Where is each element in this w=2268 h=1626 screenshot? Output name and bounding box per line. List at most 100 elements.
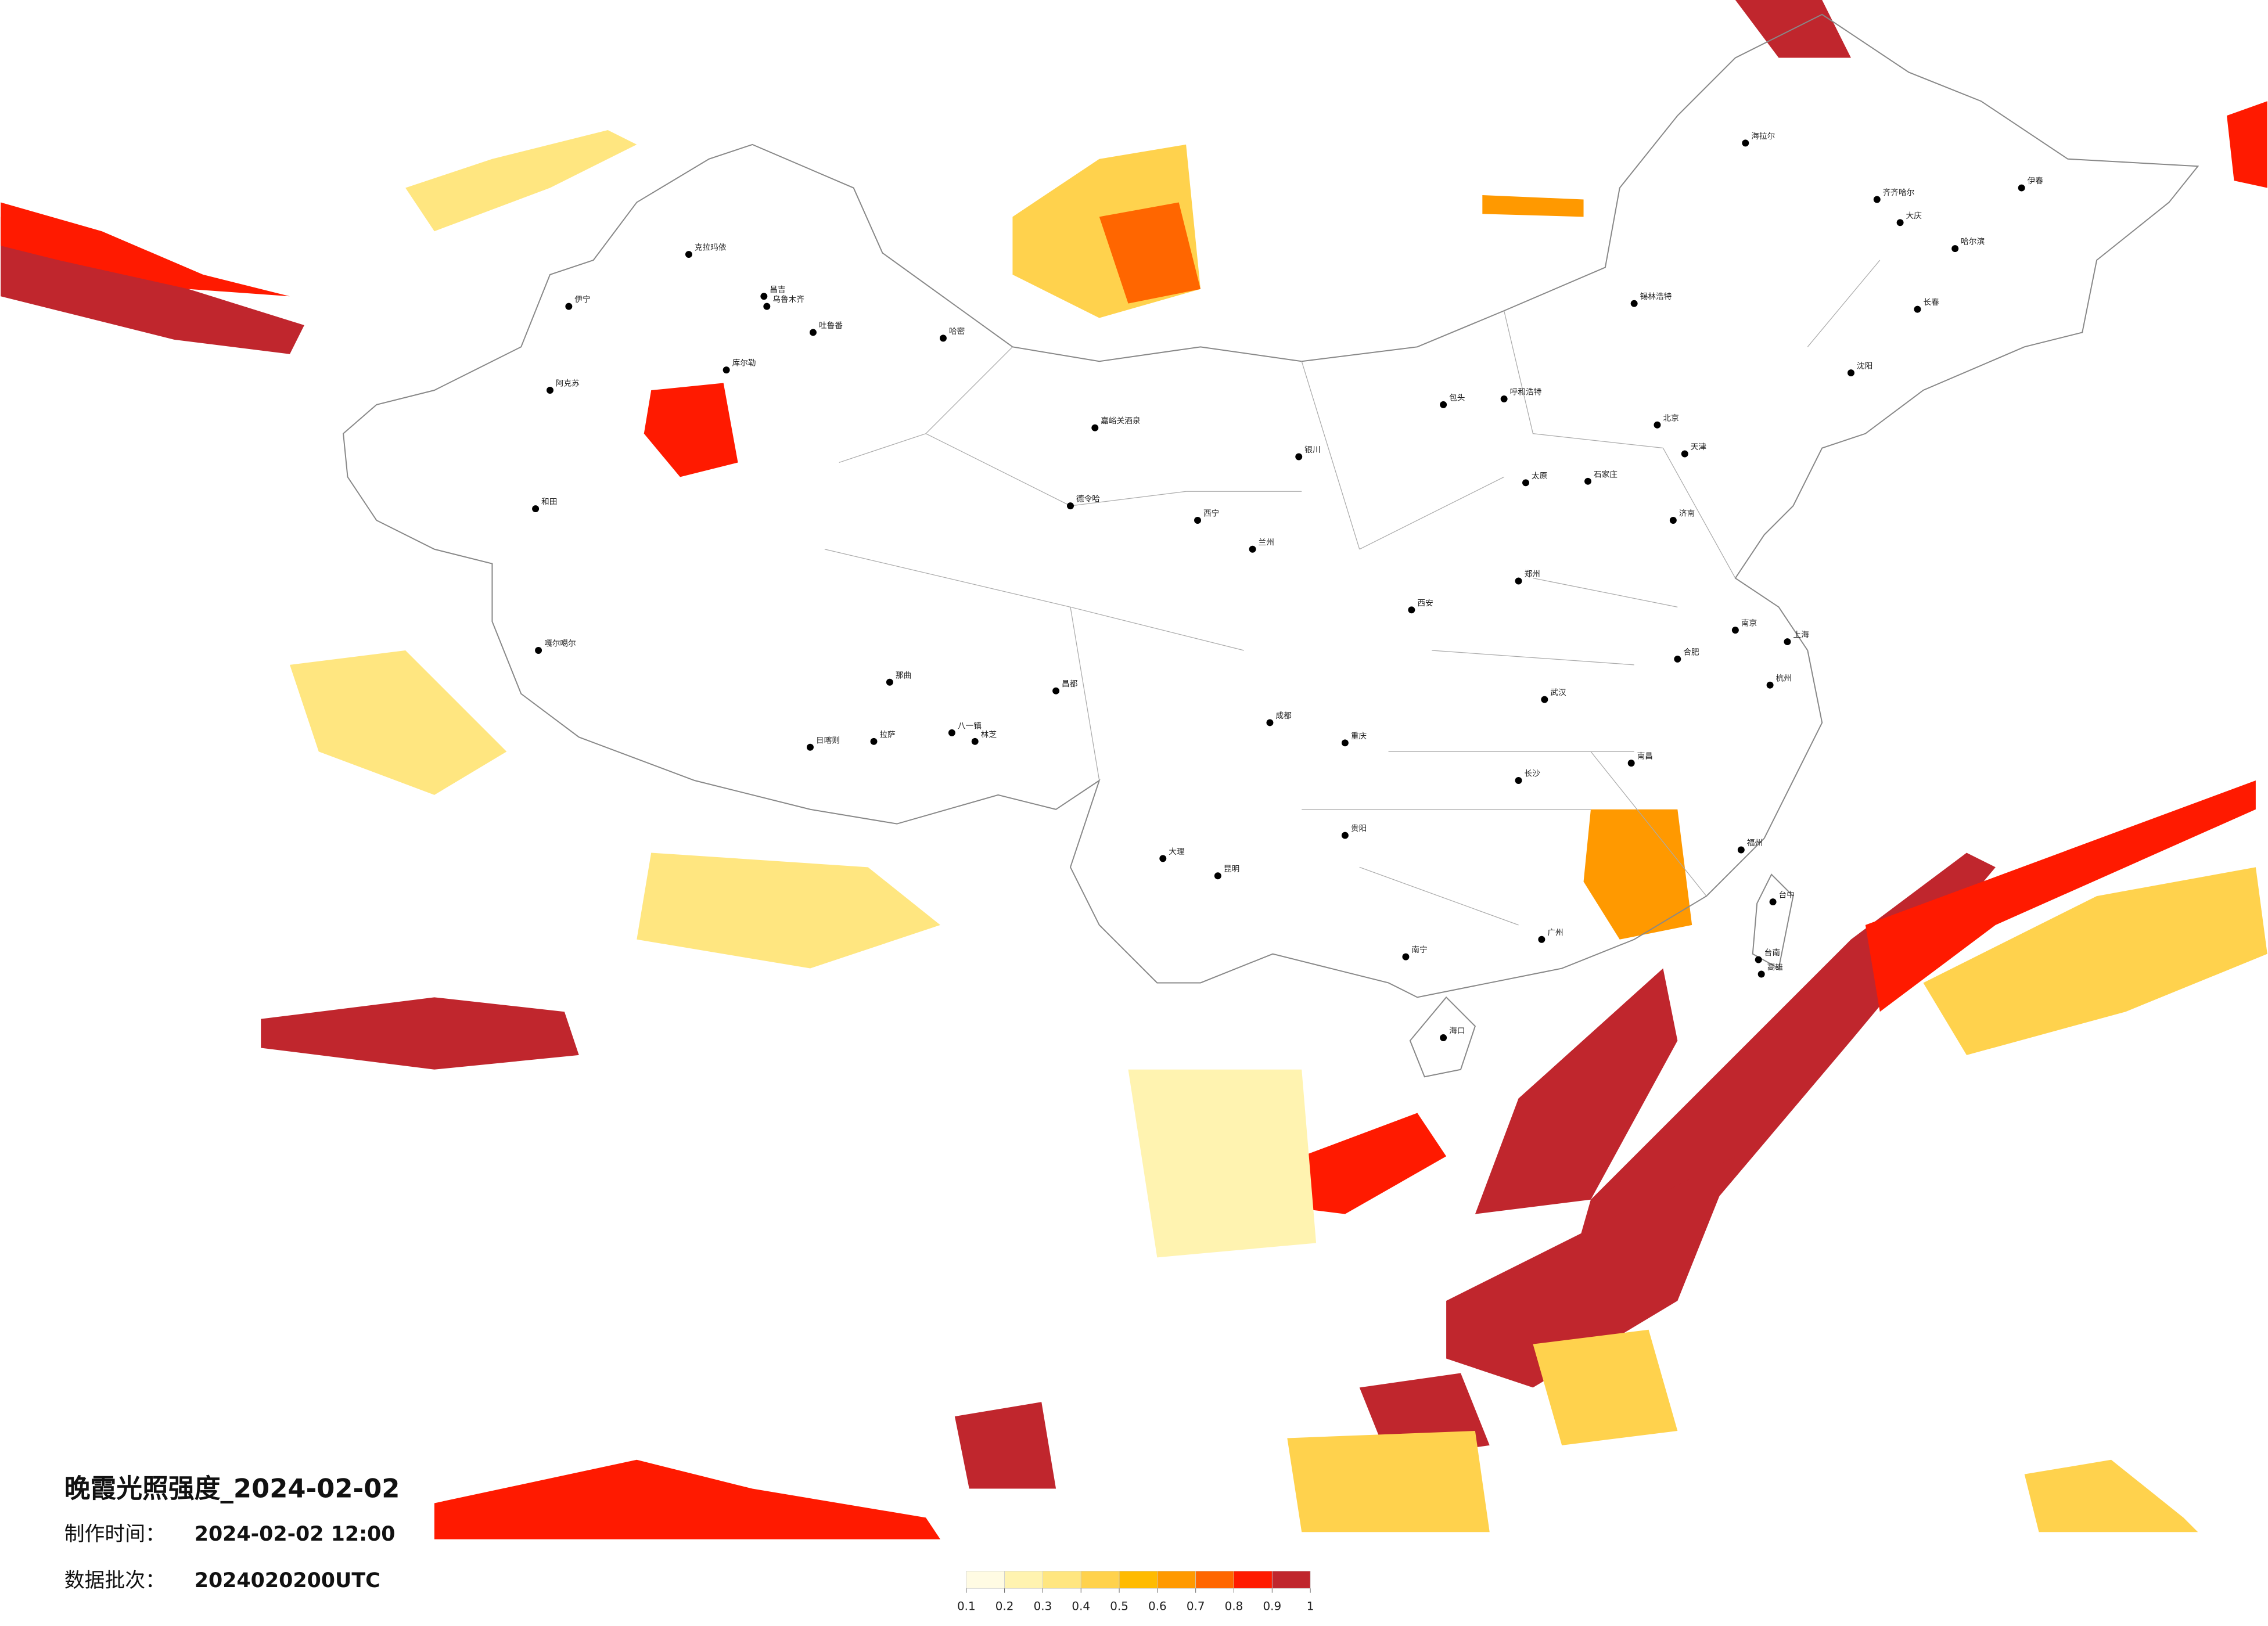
- city-label: 嘎尔噶尔: [544, 639, 576, 649]
- legend-swatch: [966, 1571, 1005, 1589]
- city-label: 拉萨: [879, 730, 895, 739]
- city-dot: [870, 738, 878, 745]
- city-label: 南京: [1741, 619, 1757, 628]
- city-dot: [1674, 655, 1681, 663]
- city-label: 海口: [1449, 1027, 1465, 1036]
- city-dot: [1755, 956, 1762, 963]
- city-dot: [886, 678, 893, 686]
- info-label: 制作时间：: [64, 1523, 166, 1546]
- city-dot: [1500, 395, 1508, 402]
- city-dot: [807, 743, 814, 751]
- legend-tick-label: 1: [1307, 1600, 1314, 1613]
- legend-tick-label: 0.9: [1263, 1600, 1281, 1613]
- city-dot: [1757, 970, 1765, 978]
- city-dot: [1249, 545, 1256, 553]
- city-label: 沈阳: [1857, 362, 1872, 371]
- city-dot: [1731, 627, 1739, 634]
- city-dot: [1784, 638, 1791, 646]
- city-label: 郑州: [1525, 570, 1540, 579]
- city-dot: [547, 387, 553, 394]
- city-label: 台中: [1779, 891, 1795, 900]
- city-label: 北京: [1663, 413, 1678, 423]
- legend-swatch: [1004, 1571, 1043, 1589]
- legend-tick-label: 0.4: [1072, 1600, 1090, 1613]
- city-dot: [1766, 681, 1774, 689]
- city-label: 大庆: [1906, 211, 1922, 221]
- city-label: 西宁: [1203, 509, 1219, 519]
- legend-tick-label: 0.5: [1110, 1600, 1128, 1613]
- city-dot: [1681, 450, 1688, 458]
- legend-swatch: [1157, 1571, 1196, 1589]
- city-dot: [1266, 719, 1274, 726]
- city-label: 成都: [1275, 711, 1292, 721]
- legend-tick-label: 0.8: [1225, 1600, 1243, 1613]
- city-dot: [1669, 517, 1677, 524]
- city-label: 伊春: [2028, 177, 2044, 186]
- city-label: 日喀则: [816, 736, 840, 745]
- city-label: 长春: [1923, 298, 1939, 307]
- city-dot: [1341, 739, 1349, 747]
- legend-swatch: [1080, 1571, 1120, 1589]
- info-label: 数据批次：: [64, 1569, 166, 1592]
- legend-swatch: [1234, 1571, 1273, 1589]
- city-label: 石家庄: [1594, 469, 1618, 479]
- city-label: 广州: [1547, 928, 1563, 937]
- city-label: 包头: [1449, 393, 1465, 402]
- info-value: 2024020200UTC: [195, 1569, 380, 1592]
- legend-tick-label: 0.1: [957, 1600, 976, 1613]
- legend-swatch: [1043, 1571, 1081, 1589]
- city-dot: [1522, 479, 1529, 487]
- city-dot: [1630, 300, 1638, 307]
- city-dot: [1848, 369, 1854, 377]
- city-dot: [1295, 453, 1303, 461]
- city-label: 嘉峪关酒泉: [1101, 416, 1141, 426]
- city-dot: [1214, 872, 1221, 880]
- city-label: 天津: [1691, 443, 1707, 452]
- city-label: 呼和浩特: [1510, 387, 1542, 397]
- city-label: 哈密: [949, 326, 965, 336]
- legend-swatch: [1271, 1571, 1311, 1589]
- city-label: 上海: [1793, 631, 1809, 640]
- city-dot: [1896, 219, 1904, 226]
- city-dot: [685, 251, 692, 258]
- city-label: 锡林浩特: [1640, 292, 1672, 301]
- color-legend: 0.1 0.2 0.3 0.4 0.5 0.6 0.7 0.8 0.9 1: [957, 1571, 1314, 1613]
- city-label: 林芝: [981, 730, 997, 739]
- legend-tick-label: 0.2: [995, 1600, 1014, 1613]
- city-dot: [532, 505, 540, 513]
- city-label: 乌鲁木齐: [772, 295, 804, 304]
- city-label: 台南: [1764, 948, 1780, 958]
- city-dot: [1737, 846, 1745, 854]
- city-label: 杭州: [1776, 674, 1792, 683]
- city-dot: [1914, 305, 1921, 313]
- city-dot: [1584, 477, 1591, 485]
- intensity-field: [1, 0, 2267, 1539]
- city-label: 吐鲁番: [819, 321, 843, 330]
- city-dot: [1067, 502, 1074, 510]
- legend-swatch: [1119, 1571, 1158, 1589]
- city-dot: [1402, 953, 1410, 961]
- city-label: 贵阳: [1351, 824, 1367, 833]
- city-dot: [1654, 421, 1661, 429]
- city-dot: [1769, 898, 1777, 906]
- city-dot: [1408, 606, 1415, 614]
- city-dot: [1627, 760, 1635, 767]
- city-label: 济南: [1679, 509, 1695, 519]
- city-label: 那曲: [896, 671, 911, 680]
- city-dot: [535, 647, 542, 654]
- legend-tick-label: 0.3: [1034, 1600, 1052, 1613]
- legend-tick-label: 0.7: [1187, 1600, 1205, 1613]
- city-label: 海拉尔: [1751, 132, 1775, 141]
- city-dot: [971, 738, 979, 745]
- city-dot: [723, 366, 730, 374]
- map-title: 晚霞光照强度_2024-02-02: [64, 1473, 400, 1503]
- city-dot: [1341, 832, 1349, 839]
- city-dot: [1538, 936, 1545, 943]
- city-dot: [763, 303, 771, 310]
- city-dot: [1873, 196, 1881, 203]
- city-label: 德令哈: [1076, 495, 1100, 504]
- city-label: 齐齐哈尔: [1883, 188, 1915, 197]
- info-block: 制作时间： 2024-02-02 12:00 数据批次： 2024020200UTC: [64, 1523, 396, 1592]
- city-dot: [1194, 517, 1201, 524]
